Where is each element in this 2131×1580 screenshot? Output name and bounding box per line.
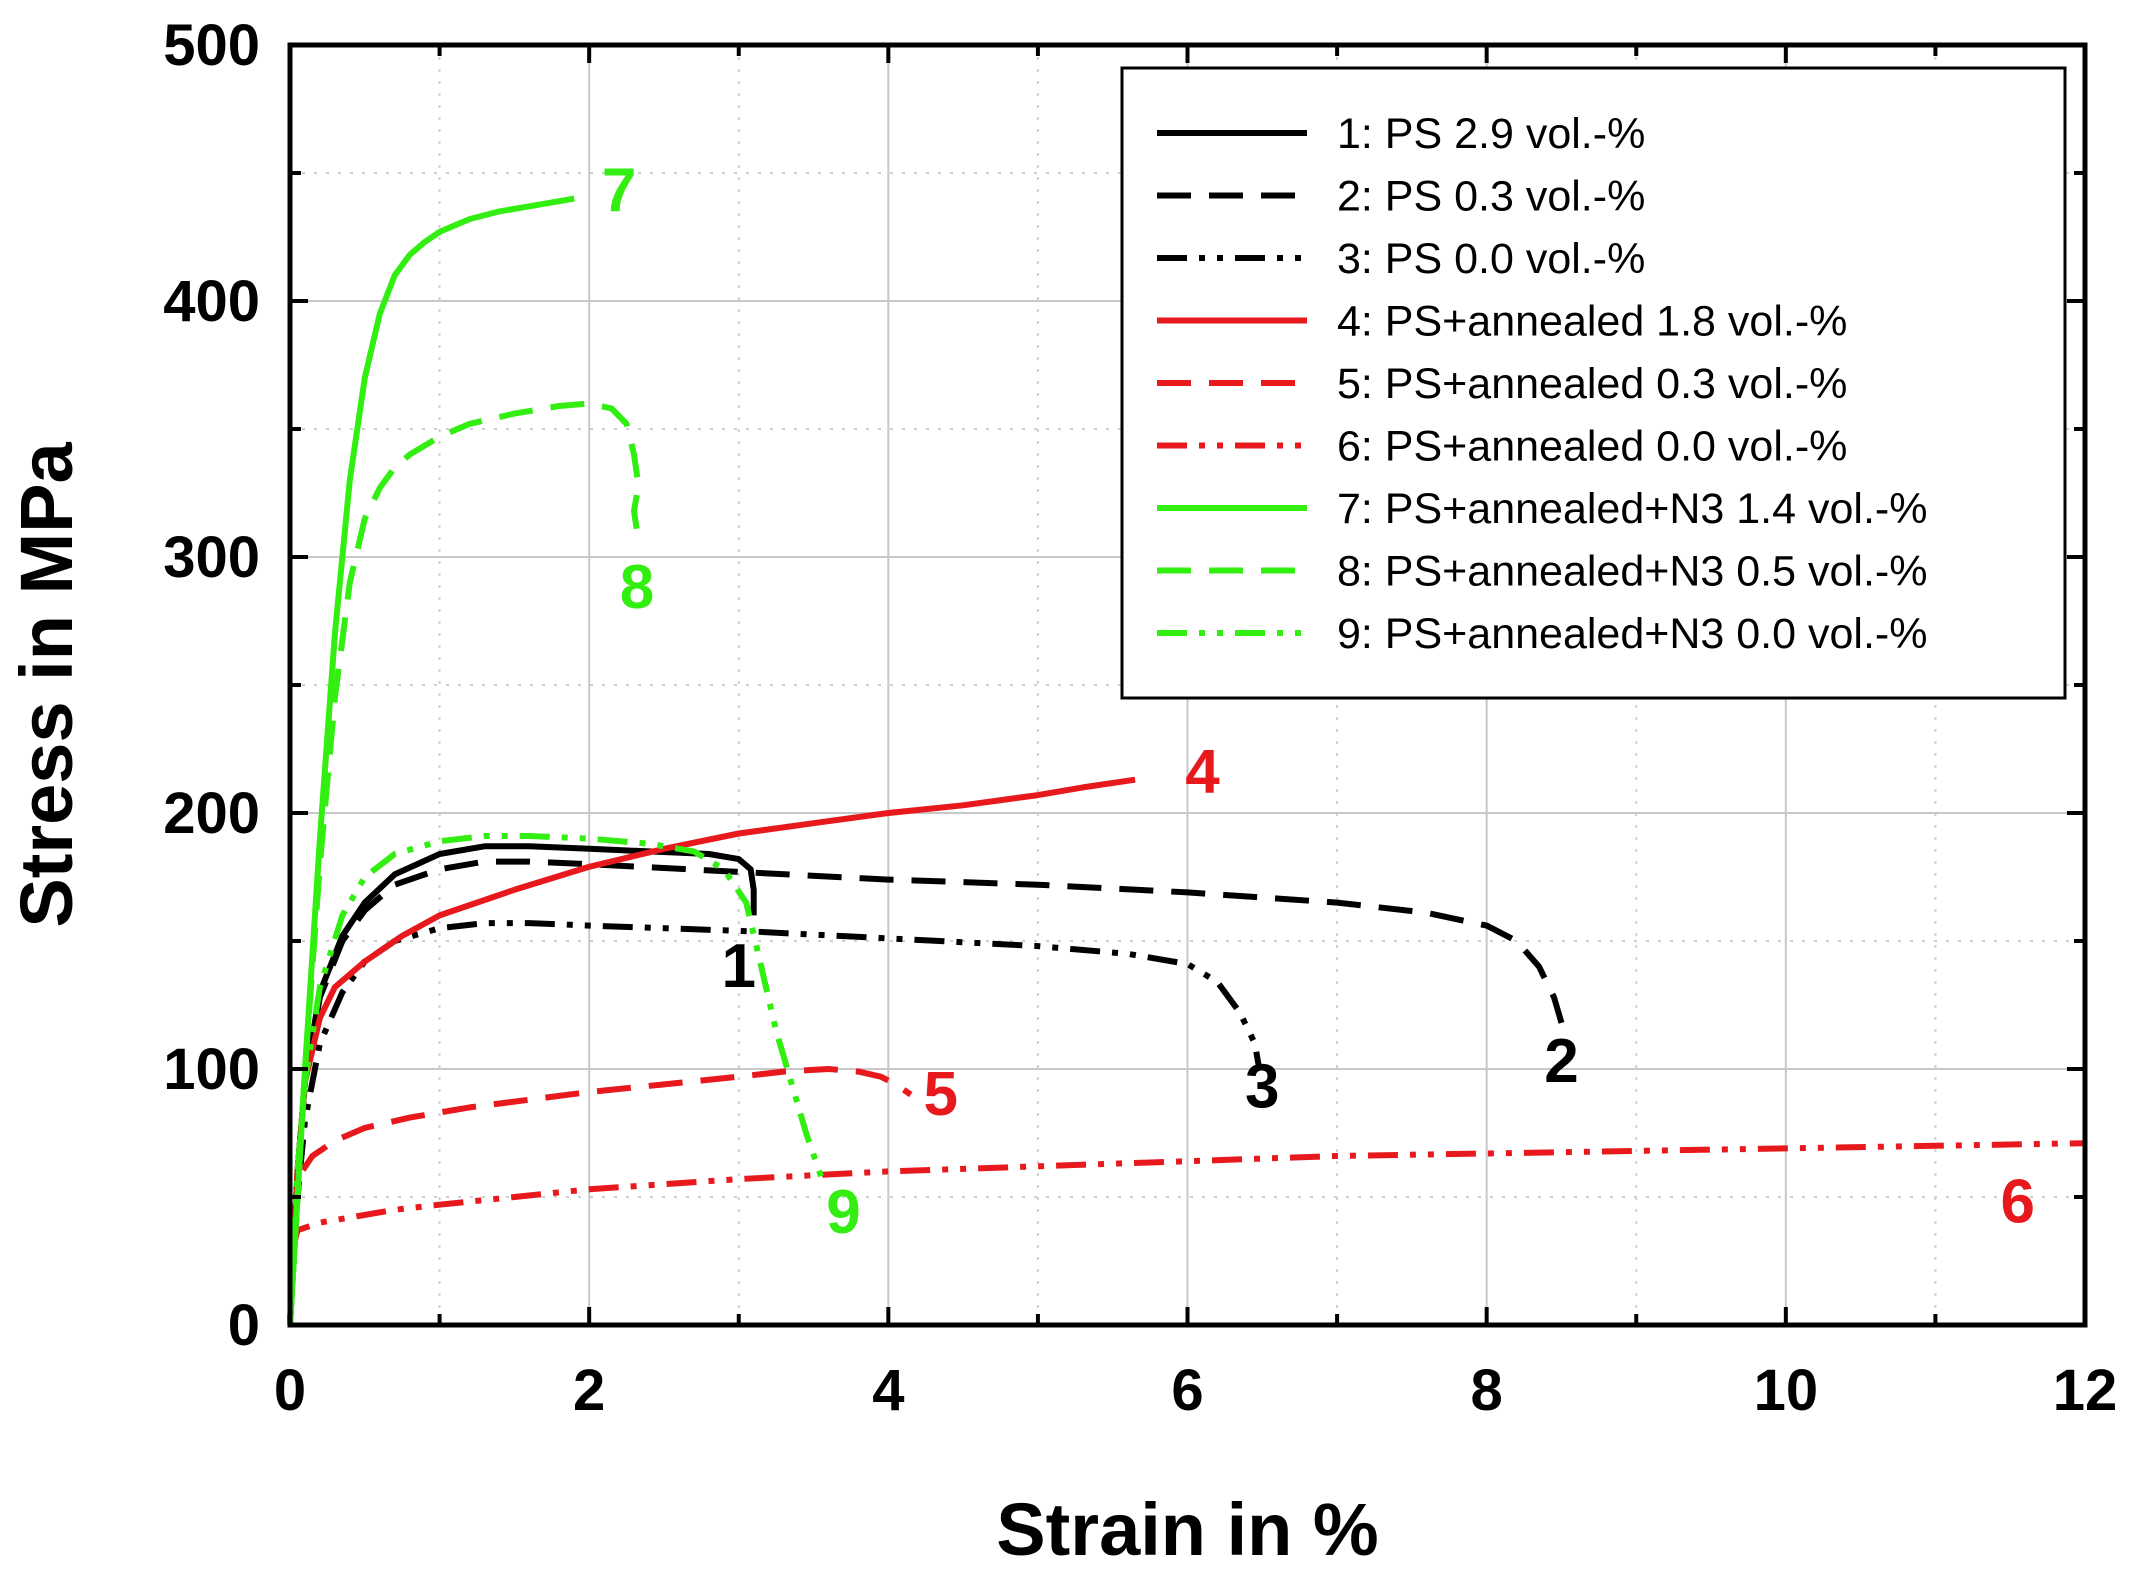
legend-entry-8: 8: PS+annealed+N3 0.5 vol.-% — [1337, 548, 1927, 596]
legend-entry-6: 6: PS+annealed 0.0 vol.-% — [1337, 423, 1847, 471]
legend-entry-2: 2: PS 0.3 vol.-% — [1337, 173, 1645, 221]
x-tick-label: 0 — [274, 1358, 306, 1423]
legend-entry-5: 5: PS+annealed 0.3 vol.-% — [1337, 360, 1847, 408]
legend-entry-7: 7: PS+annealed+N3 1.4 vol.-% — [1337, 485, 1927, 533]
y-tick-label: 400 — [163, 269, 260, 334]
y-tick-label: 100 — [163, 1037, 260, 1102]
y-axis-title: Stress in MPa — [5, 442, 88, 928]
series-line-2 — [287, 858, 1565, 1326]
x-tick-label: 2 — [573, 1358, 605, 1423]
curve-label-9: 9 — [826, 1178, 860, 1247]
axis-ticks — [288, 43, 2087, 1327]
series-line-1 — [287, 843, 757, 1326]
series-line-8 — [287, 400, 642, 1326]
curve-label-4: 4 — [1185, 738, 1220, 807]
x-tick-label: 6 — [1171, 1358, 1203, 1423]
legend-entry-3: 3: PS 0.0 vol.-% — [1337, 235, 1645, 283]
curve-label-5: 5 — [923, 1060, 957, 1129]
series-line-4 — [287, 776, 1136, 1326]
curve-label-7: 7 — [602, 156, 636, 225]
x-axis-title: Strain in % — [996, 1488, 1378, 1571]
y-tick-label: 300 — [163, 525, 260, 590]
y-tick-label: 500 — [163, 13, 260, 78]
x-tick-label: 4 — [872, 1358, 904, 1423]
legend-entry-4: 4: PS+annealed 1.8 vol.-% — [1337, 298, 1847, 346]
series-line-6 — [287, 1140, 2086, 1326]
curve-label-3: 3 — [1245, 1052, 1279, 1121]
y-tick-label: 0 — [228, 1293, 260, 1358]
series-line-7 — [287, 195, 575, 1326]
series-line-5 — [287, 1066, 913, 1326]
legend: 1: PS 2.9 vol.-% 2: PS 0.3 vol.-% 3: PS 0.… — [1120, 66, 2067, 700]
x-tick-label: 10 — [1754, 1358, 1819, 1423]
curve-label-8: 8 — [620, 553, 654, 622]
curve-label-2: 2 — [1544, 1027, 1578, 1096]
curve-label-1: 1 — [722, 932, 756, 1001]
curve-label-6: 6 — [2000, 1168, 2034, 1237]
x-tick-label: 8 — [1471, 1358, 1503, 1423]
curve-labels: 1 2 3 4 5 6 7 8 9 — [602, 156, 2035, 1246]
y-tick-label: 200 — [163, 781, 260, 846]
series-layer — [287, 195, 2086, 1326]
legend-entry-1: 1: PS 2.9 vol.-% — [1337, 110, 1645, 158]
legend-entry-9: 9: PS+annealed+N3 0.0 vol.-% — [1337, 610, 1927, 658]
x-tick-label: 12 — [2053, 1358, 2118, 1423]
series-line-3 — [287, 920, 1263, 1326]
